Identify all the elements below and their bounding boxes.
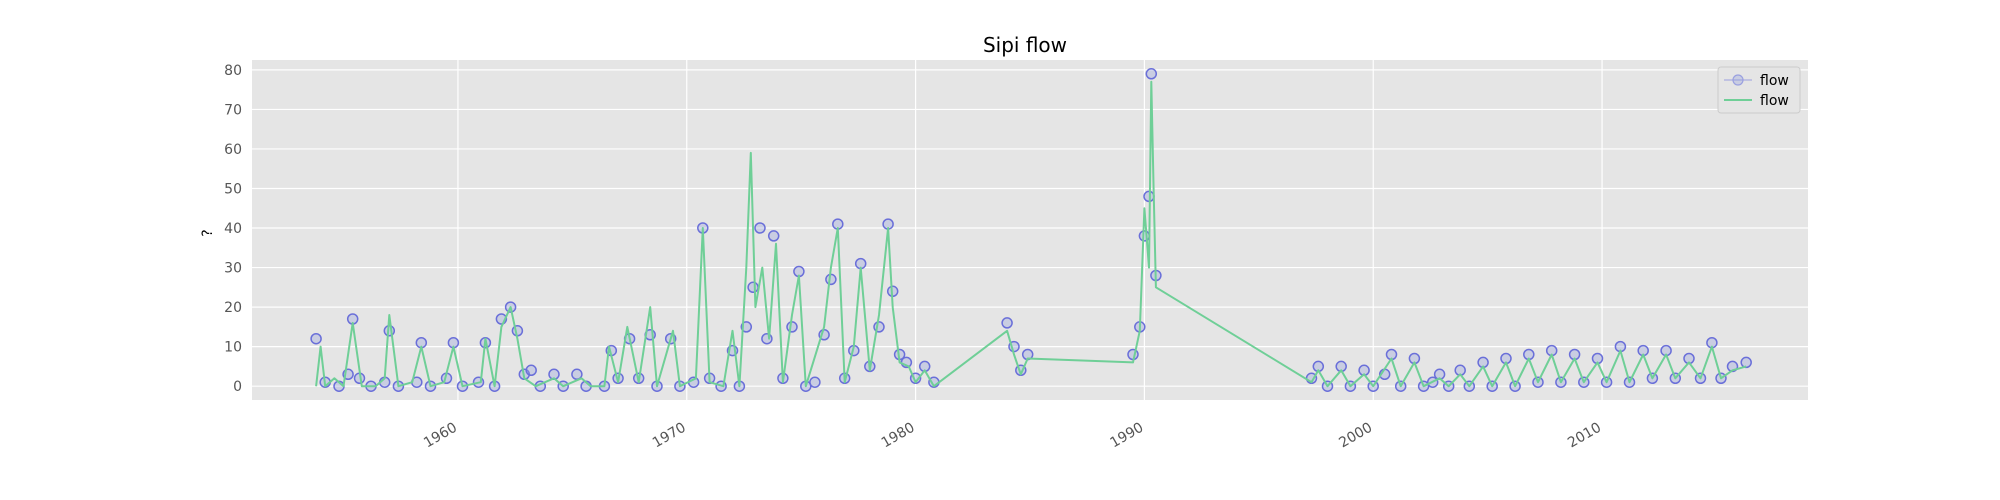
legend-box [1717,66,1801,114]
x-tick-label: 1990 [1108,420,1147,452]
y-tick-label: 10 [224,340,242,356]
flow-marker-point [761,332,773,345]
x-tick-label: 2010 [1565,420,1604,452]
y-tick-label: 60 [224,142,242,158]
x-tick-label: 1970 [650,420,689,452]
y-tick-label: 70 [224,102,242,118]
flow-marker-point [1145,68,1158,80]
flow-marker-point [809,376,821,388]
flow-marker-point [1001,317,1013,329]
legend-marker-symbol [1732,74,1744,86]
legend-entry-label: flow [1760,73,1789,89]
x-tick-label: 2000 [1336,420,1375,452]
plot-area [252,60,1808,400]
flow-marker-point [754,222,766,234]
y-tick-label: 30 [224,261,242,277]
legend-entry-label: flow [1760,93,1789,109]
y-tick-label: 50 [224,181,242,197]
y-axis-label: ? [200,229,216,236]
flow-marker-point [310,332,322,345]
y-tick-label: 40 [224,221,242,237]
y-tick-label: 0 [233,379,242,395]
flow-marker-point [525,364,537,377]
flow-marker-point [786,321,798,333]
flow-marker-point [747,281,759,294]
flow-marker-point [1740,356,1752,369]
flow-line-series [315,80,1747,388]
flow-marker-point [767,230,780,242]
y-tick-label: 20 [224,300,242,316]
chart-title: Sipi flow [983,33,1067,57]
y-tick-label: 80 [224,63,242,79]
x-tick-label: 1960 [421,420,460,452]
x-tick-label: 1980 [879,420,918,452]
